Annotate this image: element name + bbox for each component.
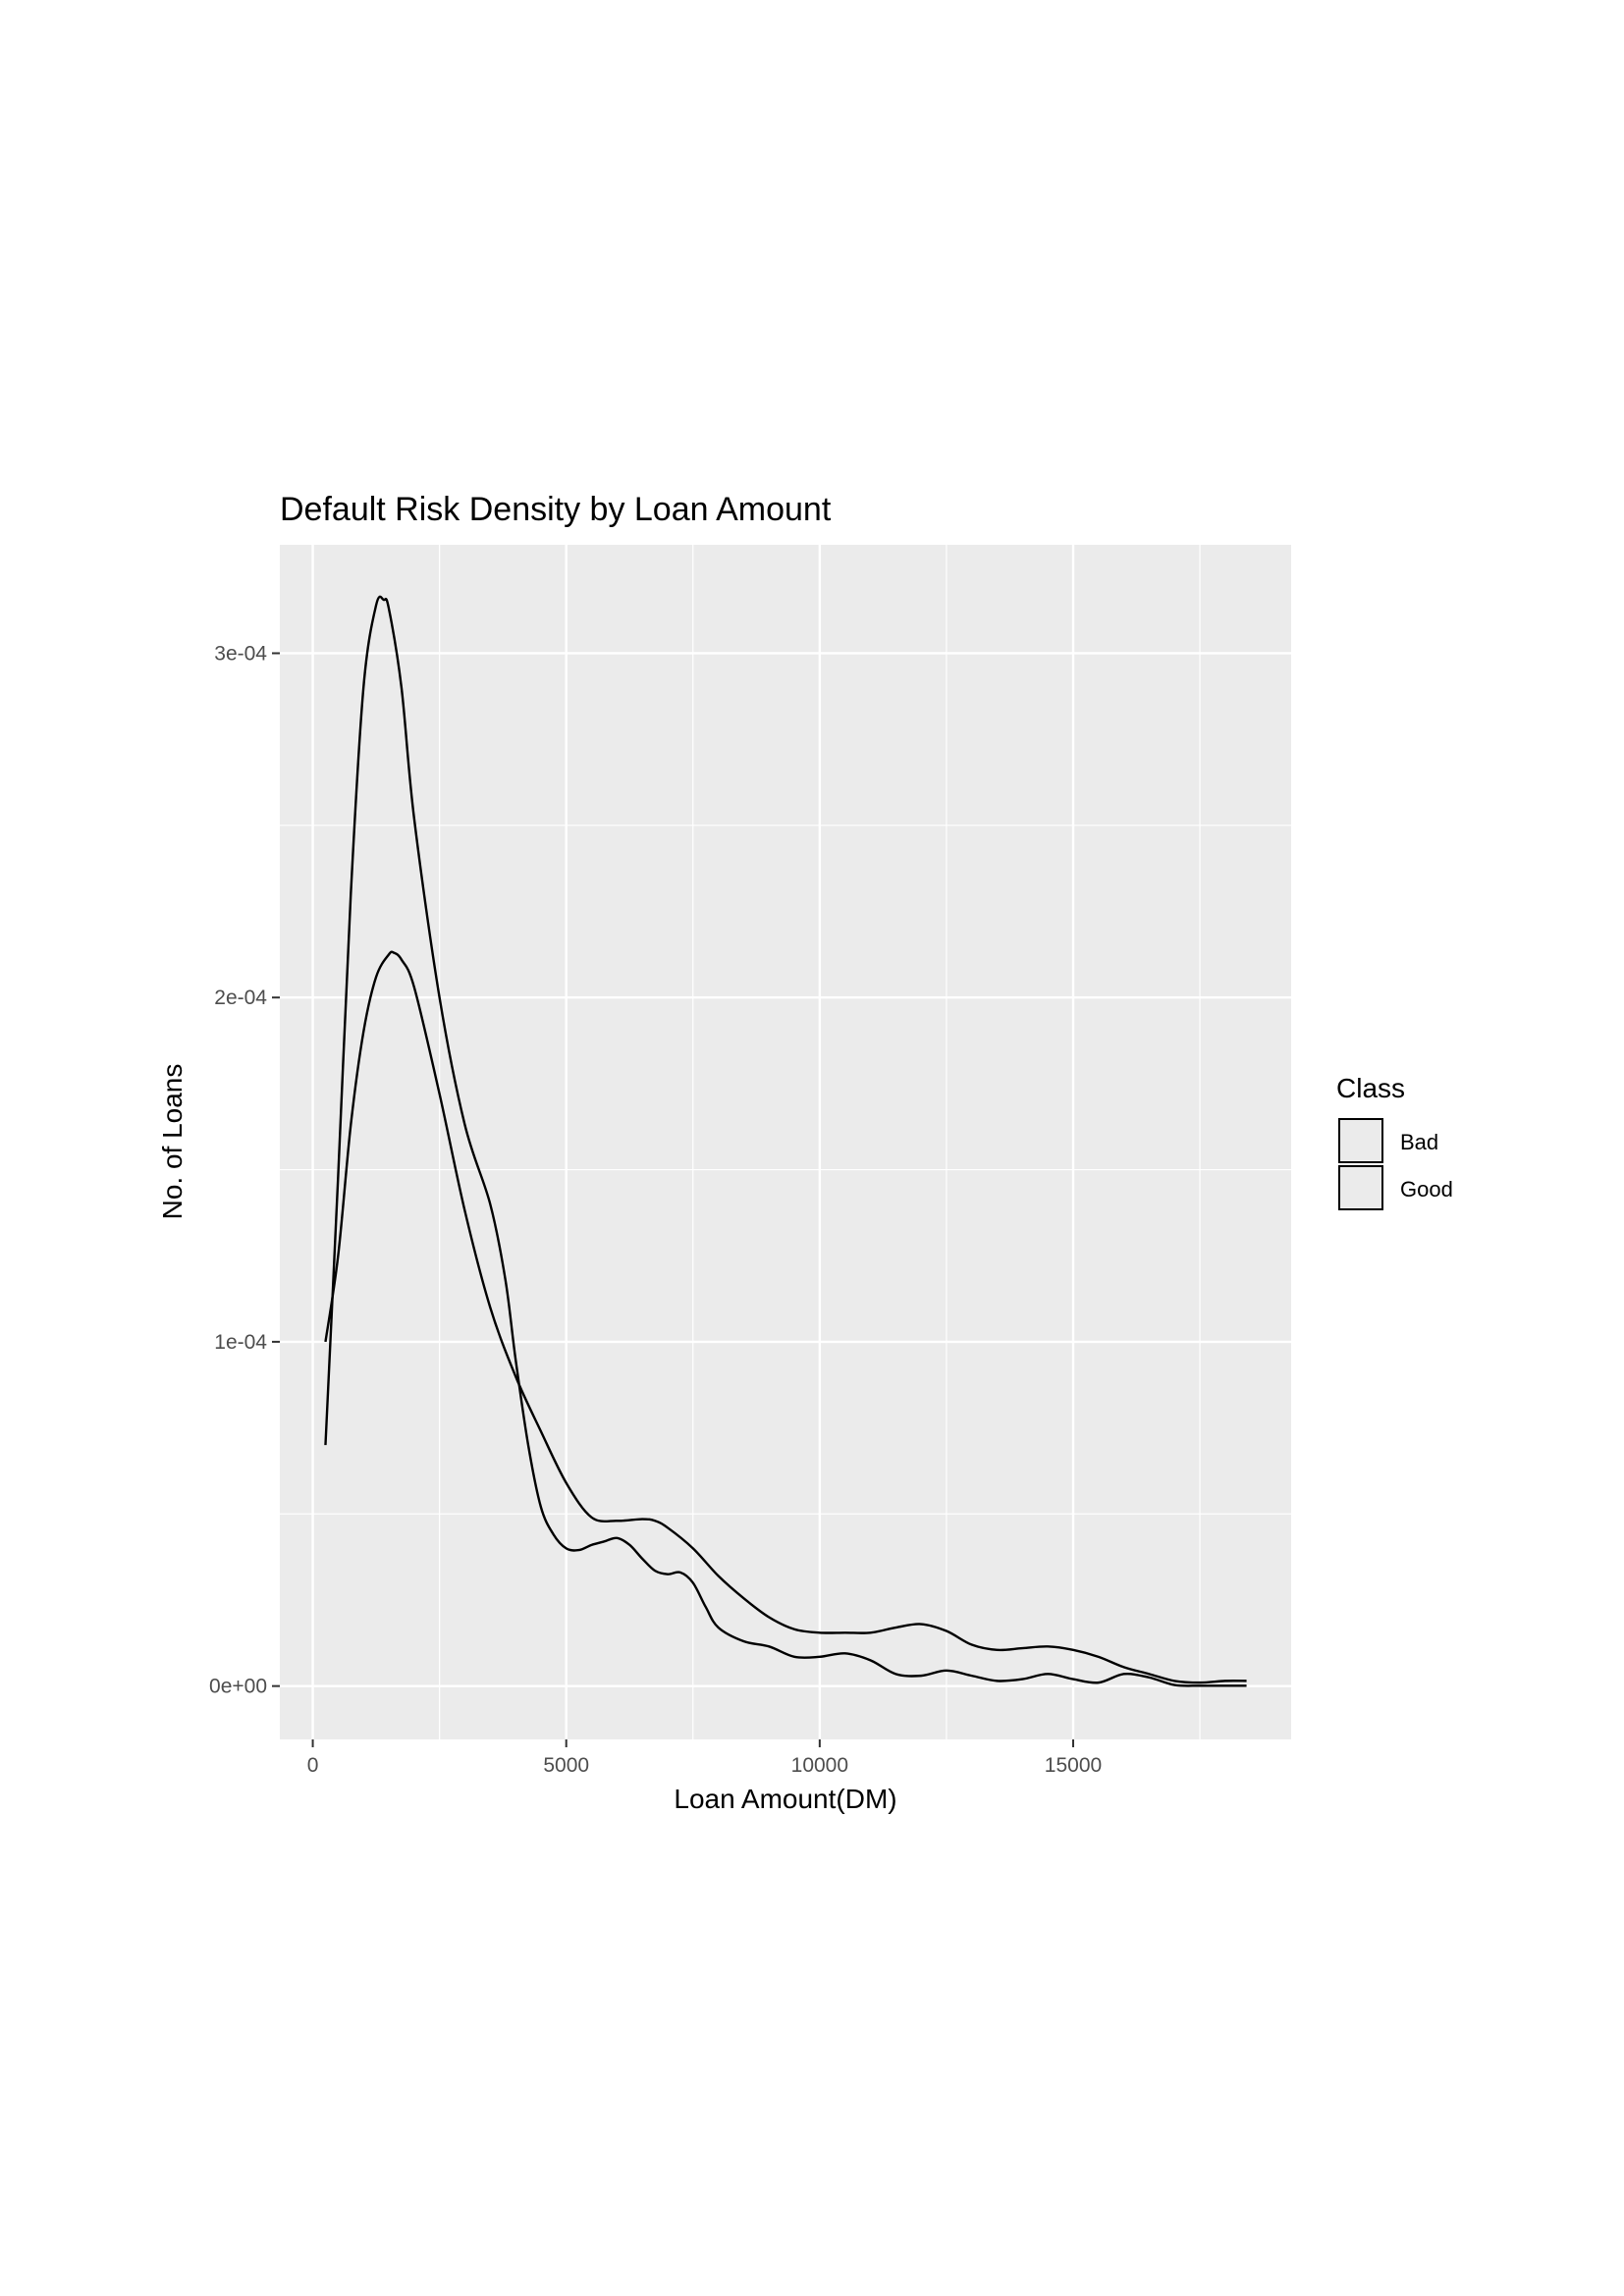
- plot-panel: [280, 545, 1291, 1739]
- minor-gridlines: [280, 545, 1291, 1739]
- y-axis-tick-labels: 0e+00 1e-04 2e-04 3e-04: [209, 642, 267, 1697]
- chart-title: Default Risk Density by Loan Amount: [280, 491, 832, 528]
- x-axis-title: Loan Amount(DM): [674, 1784, 896, 1814]
- legend-label-good: Good: [1400, 1177, 1453, 1201]
- y-axis-title: No. of Loans: [157, 1064, 188, 1220]
- density-line-good: [324, 595, 1247, 1687]
- y-tick-label: 3e-04: [214, 642, 267, 665]
- legend-key-bad: [1338, 1118, 1383, 1163]
- axis-ticks: [272, 652, 1074, 1747]
- x-tick-label: 10000: [791, 1754, 848, 1777]
- legend-key-good: [1338, 1165, 1383, 1210]
- x-tick-label: 15000: [1045, 1754, 1102, 1777]
- density-curves: [324, 595, 1247, 1687]
- x-tick-label: 5000: [543, 1754, 589, 1777]
- major-gridlines: [280, 545, 1291, 1739]
- x-tick-label: 0: [307, 1754, 319, 1777]
- legend: Class Bad Good: [1336, 1073, 1453, 1210]
- density-line-bad: [324, 950, 1247, 1684]
- legend-title: Class: [1336, 1073, 1405, 1103]
- y-tick-label: 2e-04: [214, 987, 267, 1009]
- y-tick-label: 0e+00: [209, 1676, 267, 1698]
- y-tick-label: 1e-04: [214, 1331, 267, 1354]
- x-axis-tick-labels: 0 5000 10000 15000: [307, 1754, 1102, 1777]
- legend-label-bad: Bad: [1400, 1130, 1438, 1154]
